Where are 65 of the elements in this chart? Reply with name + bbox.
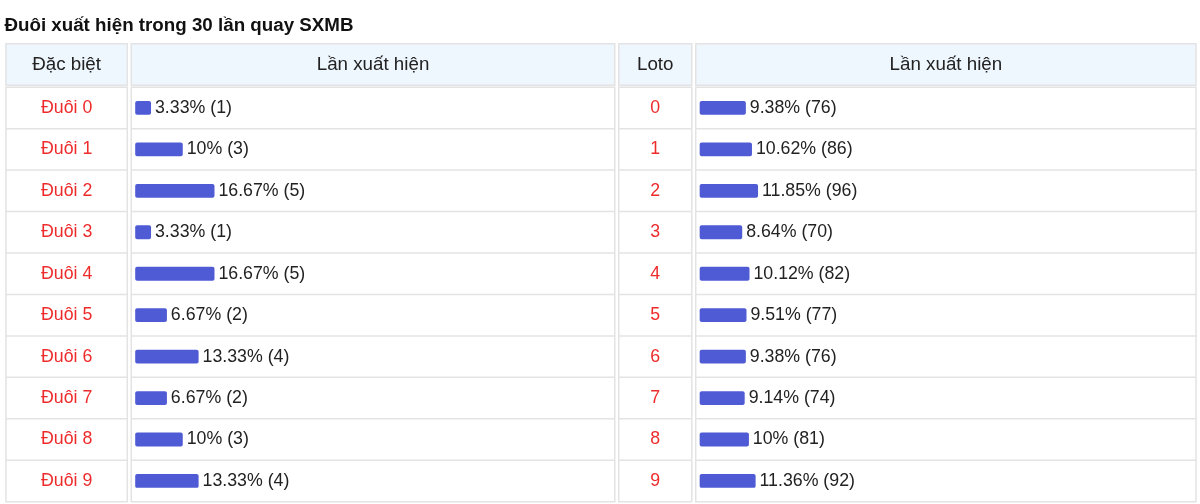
bar	[135, 349, 199, 364]
category-label: Đuôi 1	[40, 138, 93, 159]
bar	[135, 474, 199, 488]
bar	[135, 308, 167, 323]
data-label: 9.14% (74)	[748, 387, 836, 407]
bar	[699, 349, 746, 364]
data-label: 13.33% (4)	[202, 469, 290, 490]
category-label: Đuôi 0	[40, 96, 93, 117]
bar	[135, 432, 183, 447]
category-label: Đuôi 9	[40, 469, 93, 490]
category-label: 1	[650, 138, 661, 159]
bar	[135, 266, 215, 281]
category-label: 7	[650, 387, 661, 407]
data-label: 6.67% (2)	[170, 304, 248, 325]
category-label: 6	[650, 345, 661, 366]
data-label: 3.33% (1)	[154, 96, 232, 117]
bar	[135, 391, 167, 405]
data-label: 13.33% (4)	[202, 345, 290, 366]
bar	[699, 183, 759, 198]
category-label: 5	[650, 304, 661, 325]
category-label: Đuôi 4	[40, 262, 93, 283]
y-axis-title: Đặc biệt	[32, 53, 102, 75]
bar	[699, 432, 749, 447]
category-label: 9	[650, 469, 661, 490]
category-label: Đuôi 5	[40, 304, 93, 325]
x-axis-title: Lần xuất hiện	[889, 53, 1003, 75]
data-label: 9.38% (76)	[749, 96, 837, 117]
data-label: 10% (3)	[186, 428, 249, 449]
data-label: 10% (3)	[186, 138, 249, 159]
data-label: 8.64% (70)	[746, 221, 833, 242]
chart-title: Đuôi xuất hiện trong 30 lần quay SXMB	[4, 14, 354, 36]
data-label: 10% (81)	[752, 428, 825, 449]
category-label: Đuôi 6	[40, 345, 93, 366]
bar	[135, 101, 152, 115]
bar	[135, 225, 152, 240]
y-axis-title: Loto	[637, 53, 674, 75]
data-label: 3.33% (1)	[154, 221, 232, 242]
bar	[699, 101, 746, 115]
category-label: Đuôi 3	[40, 221, 93, 242]
category-label: 0	[650, 96, 661, 117]
data-label: 11.85% (96)	[761, 179, 858, 200]
category-label: Đuôi 8	[40, 428, 93, 449]
data-label: 16.67% (5)	[218, 262, 306, 283]
bar	[699, 225, 743, 240]
category-label: 2	[650, 179, 661, 200]
data-label: 6.67% (2)	[170, 387, 248, 407]
bar	[699, 391, 745, 405]
bar	[699, 474, 756, 488]
category-label: 4	[650, 262, 661, 283]
category-label: Đuôi 2	[40, 179, 93, 200]
x-axis-title: Lần xuất hiện	[316, 53, 430, 75]
bar	[135, 183, 215, 198]
category-label: 3	[650, 221, 661, 242]
category-label: 8	[650, 428, 661, 449]
data-label: 10.12% (82)	[753, 262, 851, 283]
bar	[699, 308, 747, 323]
data-label: 11.36% (92)	[759, 469, 855, 490]
data-label: 10.62% (86)	[755, 138, 853, 159]
bar	[699, 266, 750, 281]
bar	[699, 142, 752, 157]
data-label: 16.67% (5)	[218, 179, 306, 200]
category-label: Đuôi 7	[40, 387, 93, 407]
data-label: 9.51% (77)	[750, 304, 838, 325]
bar	[135, 142, 183, 157]
data-label: 9.38% (76)	[749, 345, 837, 366]
